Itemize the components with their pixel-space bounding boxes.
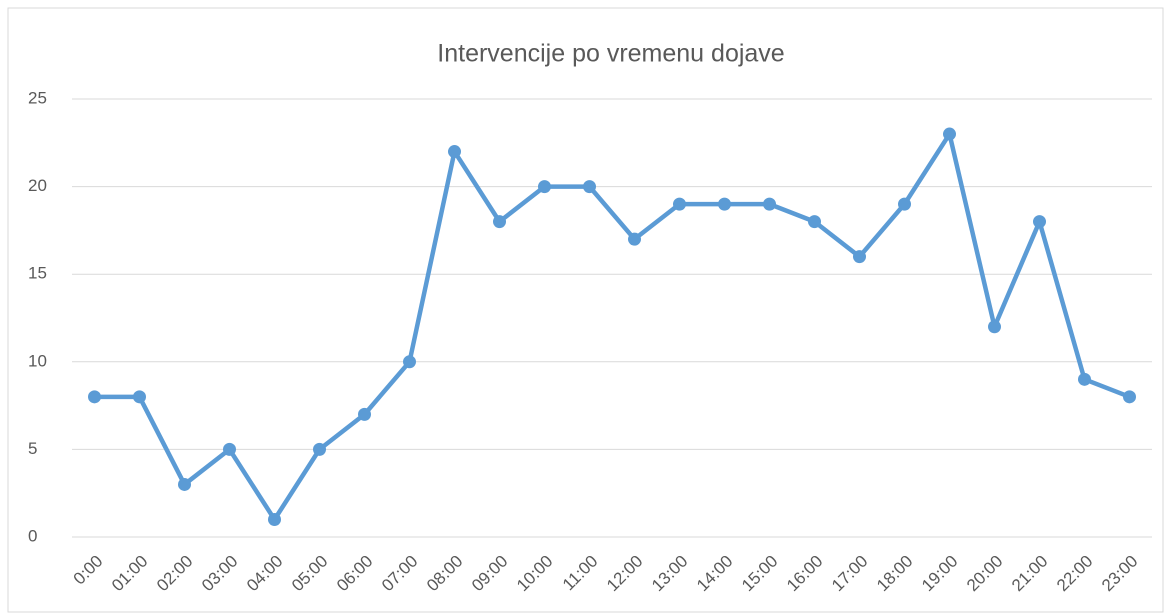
data-point — [403, 355, 416, 369]
series-line — [94, 131, 1131, 522]
data-point — [673, 197, 686, 211]
data-point — [628, 232, 641, 246]
data-point — [178, 477, 191, 491]
data-point — [943, 127, 956, 141]
y-tick-label: 5 — [28, 439, 37, 458]
data-point — [853, 250, 866, 264]
data-point — [1033, 215, 1046, 229]
data-point — [448, 145, 461, 159]
data-point — [538, 180, 551, 194]
data-point — [808, 215, 821, 229]
chart-border — [7, 7, 1164, 613]
data-point — [763, 197, 776, 211]
data-point — [1123, 390, 1136, 404]
y-tick-label: 10 — [28, 351, 47, 370]
y-tick-label: 15 — [28, 264, 47, 283]
data-point — [1078, 372, 1091, 386]
data-point — [268, 512, 281, 526]
data-point — [223, 442, 236, 456]
y-tick-label: 0 — [28, 526, 37, 545]
data-point — [718, 197, 731, 211]
data-point — [988, 320, 1001, 334]
data-point — [133, 390, 146, 404]
data-point — [358, 407, 371, 421]
data-point — [88, 390, 101, 404]
data-point — [583, 180, 596, 194]
data-point — [898, 197, 911, 211]
chart-title: Intervencije po vremenu dojave — [437, 40, 784, 68]
y-tick-label: 20 — [28, 176, 47, 195]
data-point — [313, 442, 326, 456]
y-tick-label: 25 — [28, 88, 47, 107]
data-point — [493, 215, 506, 229]
